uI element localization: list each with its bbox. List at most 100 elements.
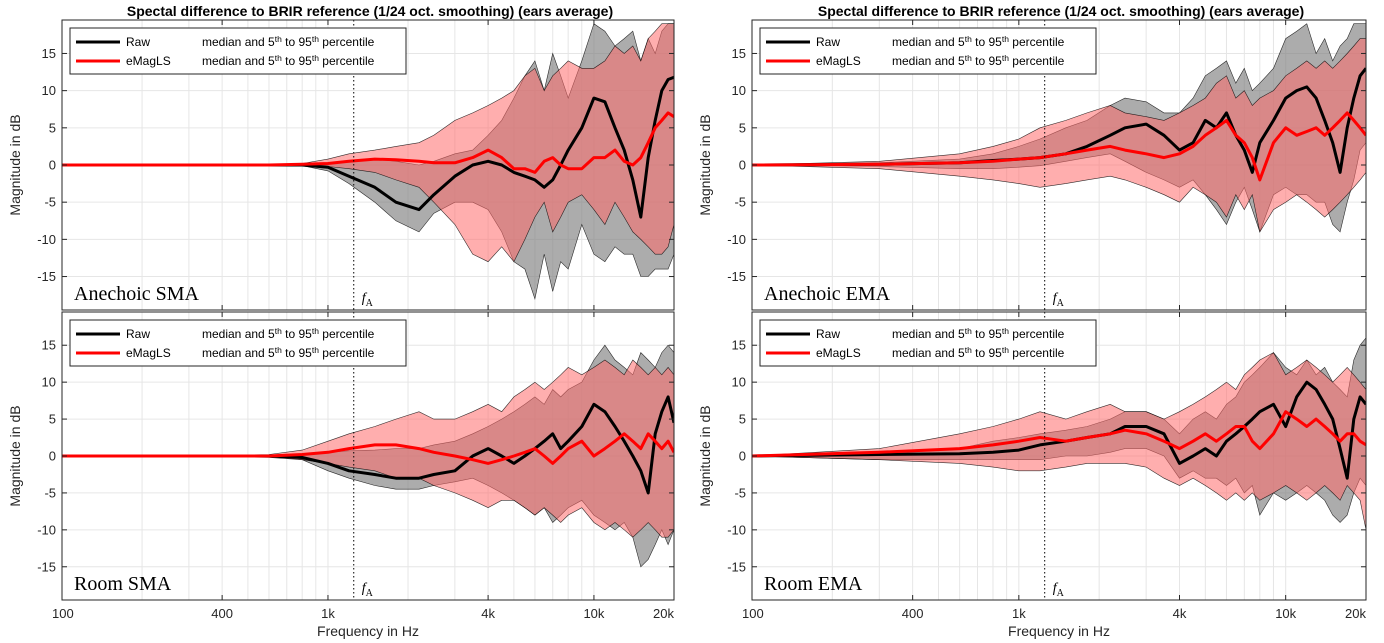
legend-sup: th <box>1002 34 1009 44</box>
legend: Raw median and 5th to 95th percentile eMag… <box>759 319 1097 367</box>
fA-label: fA <box>362 581 374 599</box>
xtick-label: 400 <box>211 606 233 621</box>
ytick-label: -15 <box>727 269 746 284</box>
ytick-label: 5 <box>49 120 56 135</box>
y-axis-label: Magnitude in dB <box>7 114 23 215</box>
xtick-label: 20k <box>653 606 674 621</box>
ytick-label: 15 <box>732 338 746 353</box>
plot-area <box>752 23 1366 233</box>
ytick-label: 15 <box>732 46 746 61</box>
ytick-label: -5 <box>734 195 746 210</box>
legend-text: percentile <box>1009 346 1065 360</box>
legend-name: eMagLS <box>126 346 171 360</box>
legend-name: Raw <box>126 35 150 49</box>
legend-desc: median and 5th to 95th percentile <box>892 53 1065 68</box>
ytick-label: -5 <box>44 195 56 210</box>
condition-label: Room EMA <box>764 573 863 595</box>
legend-text: median and 5 <box>892 35 965 49</box>
band-emagls <box>62 23 674 263</box>
ytick-label: 0 <box>49 449 56 464</box>
y-axis-label: Magnitude in dB <box>7 405 23 506</box>
ytick-label: 10 <box>42 375 56 390</box>
ytick-label: -5 <box>734 485 746 500</box>
legend: Raw median and 5th to 95th percentile eMag… <box>69 319 407 367</box>
fA-sub: A <box>366 588 374 599</box>
band-emagls <box>62 359 674 538</box>
ytick-label: -5 <box>44 485 56 500</box>
legend-text: to 95 <box>282 54 312 68</box>
condition-label: Room SMA <box>74 573 172 595</box>
legend-sup: th <box>275 326 282 336</box>
legend-desc: median and 5th to 95th percentile <box>202 53 375 68</box>
legend-name: Raw <box>126 327 150 341</box>
panel-4: fA -15 -10 -5 0 5 10 15 100 400 1k 4k 10k 20k Magnitud… <box>697 311 1367 639</box>
legend-desc: median and 5th to 95th percentile <box>892 34 1065 49</box>
legend-name: eMagLS <box>126 54 171 68</box>
median-emagls <box>62 111 674 174</box>
xtick-label: 4k <box>1173 606 1187 621</box>
legend-name: Raw <box>816 35 840 49</box>
legend-box <box>759 319 1097 367</box>
legend-desc: median and 5th to 95th percentile <box>892 345 1065 360</box>
legend-text: median and 5 <box>892 327 965 341</box>
ytick-label: 5 <box>739 120 746 135</box>
legend-text: to 95 <box>972 54 1002 68</box>
ytick-label: 0 <box>739 449 746 464</box>
condition-label: Anechoic SMA <box>74 283 200 305</box>
ytick-label: -10 <box>37 232 56 247</box>
fA-label: fA <box>362 291 374 309</box>
y-axis-label: Magnitude in dB <box>697 114 713 215</box>
x-axis-label: Frequency in Hz <box>317 623 419 639</box>
xtick-label: 1k <box>321 606 335 621</box>
ytick-label: 10 <box>732 375 746 390</box>
legend-text: percentile <box>1009 327 1065 341</box>
legend-desc: median and 5th to 95th percentile <box>202 345 375 360</box>
legend-box <box>69 319 407 367</box>
legend-text: percentile <box>1009 54 1065 68</box>
legend-sup: th <box>965 326 972 336</box>
legend-box <box>759 27 1097 75</box>
xtick-label: 20k <box>1345 606 1366 621</box>
ytick-label: 0 <box>739 158 746 173</box>
legend-text: percentile <box>319 35 375 49</box>
ytick-label: 0 <box>49 158 56 173</box>
ytick-label: 10 <box>732 83 746 98</box>
ytick-label: 15 <box>42 46 56 61</box>
legend-text: median and 5 <box>892 346 965 360</box>
legend-text: to 95 <box>282 327 312 341</box>
ytick-label: -10 <box>727 522 746 537</box>
legend: Raw median and 5th to 95th percentileeMag… <box>759 27 1097 75</box>
legend-box <box>69 27 407 75</box>
fA-label: fA <box>1053 291 1065 309</box>
panel-2: fA -15 -10 -5 0 5 10 15 Magnitude in dB Spectal d… <box>697 3 1367 311</box>
ytick-label: 10 <box>42 83 56 98</box>
y-axis-label: Magnitude in dB <box>697 405 713 506</box>
legend-sup: th <box>275 34 282 44</box>
median-raw <box>752 380 1366 480</box>
xtick-label: 10k <box>583 606 604 621</box>
median-emagls <box>752 111 1366 182</box>
legend-sup: th <box>312 326 319 336</box>
ytick-label: 5 <box>739 412 746 427</box>
legend-sup: th <box>1002 326 1009 336</box>
panel-1: fA -15 -10 -5 0 5 10 15 Magnitude in dB Spectal d… <box>7 3 675 311</box>
legend-text: median and 5 <box>202 346 275 360</box>
legend-sup: th <box>965 53 972 63</box>
legend-text: median and 5 <box>202 54 275 68</box>
band-emagls <box>752 38 1366 233</box>
legend-name: Raw <box>816 327 840 341</box>
legend-text: median and 5 <box>202 35 275 49</box>
xtick-label: 4k <box>481 606 495 621</box>
legend-sup: th <box>275 345 282 355</box>
median-raw <box>62 75 674 219</box>
legend-name: eMagLS <box>816 346 861 360</box>
legend-text: to 95 <box>972 35 1002 49</box>
xtick-label: 100 <box>742 606 764 621</box>
chart-title: Spectal difference to BRIR reference (1/… <box>818 3 1304 19</box>
legend-sup: th <box>1002 53 1009 63</box>
panel-3: fA -15 -10 -5 0 5 10 15 100 400 1k 4k 10k 20k Magnitud… <box>7 311 675 639</box>
legend-sup: th <box>965 34 972 44</box>
legend-text: median and 5 <box>202 327 275 341</box>
legend-sup: th <box>312 345 319 355</box>
